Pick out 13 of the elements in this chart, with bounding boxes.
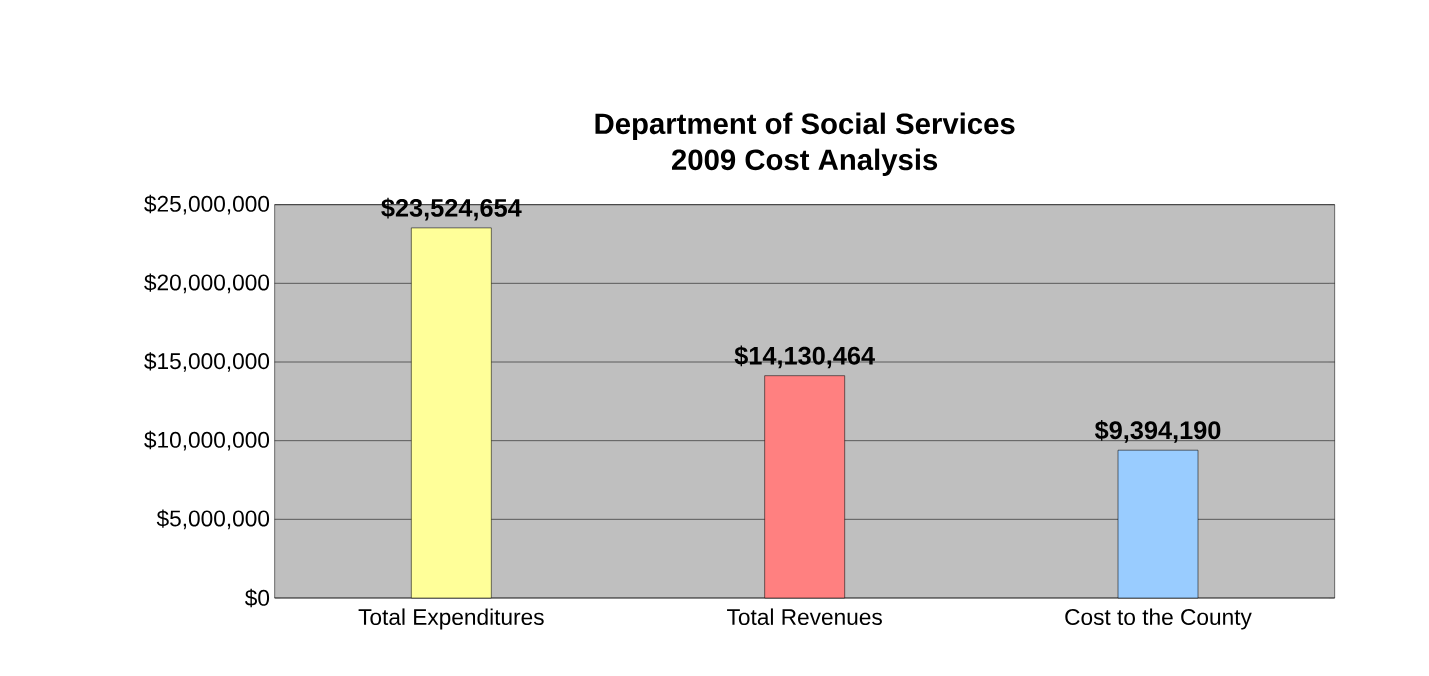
y-tick-label: $5,000,000 <box>156 509 270 530</box>
y-tick-label: $0 <box>245 588 270 608</box>
x-tick-label: Total Revenues <box>727 608 882 626</box>
y-tick-label: $15,000,000 <box>144 352 270 372</box>
y-tick-label: $20,000,000 <box>144 273 270 294</box>
y-tick-label: $10,000,000 <box>144 430 270 451</box>
x-tick-label: Cost to the County <box>1065 608 1252 630</box>
y-tick-label: $25,000,000 <box>144 194 270 215</box>
chart-subtitle: 2009 Cost Analysis <box>672 148 938 176</box>
chart-title: Department of Social Services <box>595 112 1015 140</box>
data-label: $9,394,190 <box>1094 420 1221 443</box>
data-label: $14,130,464 <box>734 345 875 369</box>
x-tick-label: Total Expenditures <box>358 608 544 630</box>
